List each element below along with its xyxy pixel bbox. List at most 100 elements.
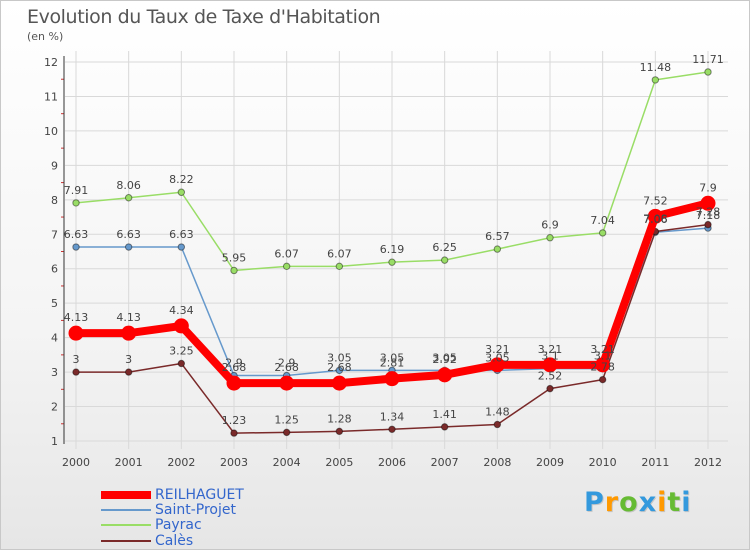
data-label: 4.13 — [116, 311, 141, 324]
y-tick-label: 8 — [51, 194, 58, 207]
logo-letter: P — [584, 487, 605, 518]
data-point — [124, 194, 133, 202]
data-label: 3 — [125, 353, 132, 366]
data-label: 6.63 — [116, 228, 141, 241]
legend-label: Saint-Projet — [155, 502, 236, 518]
data-point — [489, 357, 505, 373]
data-point — [546, 384, 554, 393]
data-label: 11.71 — [692, 53, 724, 66]
data-label: 6.63 — [64, 228, 89, 241]
data-label: 2.81 — [380, 357, 405, 370]
y-tick-label: 4 — [51, 332, 58, 345]
data-point — [384, 371, 400, 387]
data-point — [700, 195, 716, 211]
data-label: 8.22 — [169, 173, 194, 186]
data-label: 1.25 — [274, 413, 299, 426]
data-label: 2.52 — [538, 370, 563, 383]
data-label: 6.25 — [432, 241, 457, 254]
data-point — [230, 429, 238, 437]
data-point — [177, 188, 186, 196]
data-point — [230, 266, 238, 275]
chart-unit-label: (en %) — [27, 30, 64, 43]
data-point — [598, 229, 607, 237]
y-tick-label: 2 — [51, 401, 58, 414]
data-label: 6.07 — [327, 247, 352, 260]
data-labels: 4.13 4.13 4.34 2.68 2.68 2.68 2.81 2.92 3.21 3.21… — [64, 53, 724, 427]
data-label: 2.68 — [327, 361, 352, 374]
data-label: 2.9 — [278, 357, 296, 370]
data-point — [335, 262, 344, 271]
data-label: 7.91 — [64, 184, 89, 197]
data-label: 1.23 — [222, 414, 247, 427]
data-label: 3.05 — [380, 351, 405, 364]
x-tick-label: 2009 — [536, 456, 564, 469]
y-tick-label: 7 — [51, 228, 58, 241]
data-label: 2.68 — [274, 361, 299, 374]
data-label: 6.19 — [380, 243, 405, 256]
data-label: 11.48 — [640, 61, 672, 74]
proxiti-logo: Proxiti — [584, 487, 692, 518]
y-tick-label: 12 — [44, 56, 58, 69]
logo-letter: i — [657, 487, 668, 518]
x-tick-label: 2008 — [483, 456, 511, 469]
logo-letter: i — [681, 487, 692, 518]
legend-swatch — [101, 524, 151, 526]
data-label: 7.9 — [699, 181, 717, 194]
x-tick-label: 2012 — [694, 456, 722, 469]
data-point — [124, 243, 133, 251]
legend-swatch — [101, 491, 151, 499]
legend-label: Calès — [155, 533, 194, 549]
data-point — [437, 367, 453, 383]
data-label: 3.21 — [538, 343, 563, 356]
y-tick-label: 3 — [51, 366, 58, 379]
data-label: 2.92 — [432, 353, 457, 366]
x-tick-label: 2003 — [220, 456, 248, 469]
y-tick-label: 6 — [51, 263, 58, 276]
data-label: 6.57 — [485, 230, 510, 243]
data-label: 1.34 — [380, 410, 405, 423]
data-label: 3 — [73, 353, 80, 366]
data-point — [704, 68, 712, 76]
data-point — [72, 243, 80, 251]
logo-letter: o — [619, 487, 639, 518]
data-label: 3.1 — [594, 350, 612, 363]
data-label: 3.21 — [590, 343, 615, 356]
data-point — [598, 375, 607, 384]
data-label: 1.48 — [485, 405, 510, 418]
data-label: 3.05 — [485, 351, 510, 364]
data-point — [388, 258, 396, 266]
y-tick-label: 1 — [51, 435, 58, 448]
data-label: 6.07 — [274, 247, 299, 260]
series-group — [68, 68, 716, 437]
logo-letter: x — [638, 487, 658, 518]
data-point — [279, 375, 295, 391]
x-tick-label: 2011 — [641, 456, 669, 469]
data-point — [542, 357, 558, 373]
data-point — [647, 208, 663, 224]
data-label: 2.68 — [222, 361, 247, 374]
legend-label: Payrac — [155, 517, 202, 533]
data-point — [282, 428, 291, 437]
data-point — [282, 262, 291, 271]
data-point — [493, 420, 502, 429]
data-label: 4.34 — [169, 304, 194, 317]
data-label: 7.04 — [590, 214, 615, 227]
data-label: 1.41 — [432, 408, 457, 421]
data-label: 6.63 — [169, 228, 194, 241]
data-label: 7.28 — [696, 206, 721, 219]
x-tick-label: 2006 — [378, 456, 406, 469]
x-tick-label: 2005 — [325, 456, 353, 469]
y-tick-label: 11 — [44, 90, 58, 103]
data-label: 5.95 — [222, 251, 247, 264]
data-point — [177, 359, 186, 368]
data-point — [388, 425, 396, 433]
data-point — [124, 368, 133, 376]
y-tick-label: 10 — [44, 125, 58, 138]
y-tick-label: 9 — [51, 159, 58, 172]
y-tick-label: 5 — [51, 297, 58, 310]
logo-letter: r — [604, 487, 620, 518]
data-label: 4.13 — [64, 311, 89, 324]
